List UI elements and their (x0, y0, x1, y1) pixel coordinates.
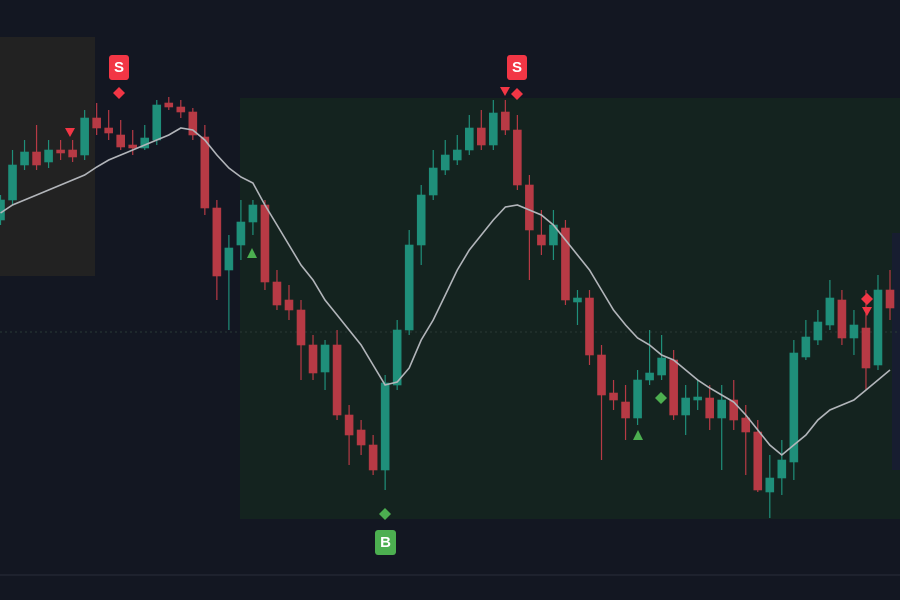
candle-body (753, 431, 763, 491)
candle-body (440, 154, 450, 171)
sell-diamond (113, 87, 125, 99)
candle-body (284, 299, 294, 311)
sell-badge (507, 55, 527, 80)
candle-body (597, 354, 606, 396)
candle-body (296, 309, 306, 346)
candle-body (501, 111, 510, 131)
candle-body (765, 477, 775, 493)
buy-diamond (655, 392, 667, 404)
candle-body (116, 134, 126, 148)
candle-body (645, 372, 654, 381)
candle-body (573, 297, 582, 303)
candle-body (68, 149, 77, 158)
candle-body (344, 414, 354, 436)
candle-body (200, 136, 210, 209)
candle-body (825, 297, 835, 326)
candle-body (717, 399, 727, 419)
sell-triangle (862, 307, 872, 316)
candle-body (489, 112, 498, 146)
sell-triangle (500, 87, 510, 96)
candle-body (368, 444, 378, 471)
candle-body (693, 396, 702, 401)
candle-body (356, 429, 366, 446)
candle-body (861, 327, 871, 369)
candle-body (609, 392, 618, 401)
candle-body (621, 401, 630, 419)
candle-body (8, 164, 17, 201)
candle-body (416, 194, 426, 246)
candle-body (308, 344, 318, 374)
candle-body (525, 184, 534, 231)
candle-body (741, 417, 751, 433)
candle-body (320, 344, 330, 373)
candle-body (392, 329, 402, 386)
candle-body (260, 204, 270, 283)
candle-body (789, 352, 799, 463)
candle-body (44, 149, 53, 163)
buy-diamond (379, 508, 391, 520)
candle-body (428, 167, 438, 196)
candle-body (669, 359, 678, 416)
candle-body (380, 382, 390, 471)
candle-body (513, 129, 522, 186)
candle-body (477, 127, 486, 146)
candle-body (32, 151, 41, 166)
candle-body (885, 289, 895, 309)
sell-diamond (511, 88, 523, 100)
zone-edge (892, 233, 900, 470)
buy-triangle (247, 248, 257, 258)
candle-body (332, 344, 342, 416)
candle-body (176, 106, 186, 113)
candle-body (729, 399, 739, 421)
candle-body (104, 127, 113, 134)
candle-body (873, 289, 883, 366)
buy-badge-text: B (380, 534, 391, 551)
candle-body (452, 149, 462, 161)
candle-body (236, 221, 246, 246)
sell-badge (109, 55, 129, 80)
buy-badge (375, 530, 396, 555)
candle-body (224, 247, 234, 271)
candle-body (188, 111, 198, 136)
candle-body (777, 459, 787, 479)
candle-body (80, 117, 89, 156)
candle-body (56, 149, 65, 154)
candle-body (464, 127, 474, 151)
candle-body (813, 321, 823, 341)
candle-body (657, 357, 666, 376)
candle-body (837, 299, 847, 339)
candle-body (404, 244, 414, 331)
sell-badge-text: S (512, 59, 522, 76)
buy-triangle (633, 430, 643, 440)
candle-body (705, 397, 714, 419)
zone-green (240, 98, 900, 519)
candle-body (633, 379, 642, 419)
sell-badge-text: S (114, 59, 124, 76)
candle-body (152, 104, 162, 141)
moving-average (0, 127, 891, 457)
candle-body (561, 227, 570, 301)
candle-body (537, 234, 546, 246)
candle-body (212, 207, 222, 277)
candle-body (272, 281, 282, 306)
sell-triangle (65, 128, 75, 137)
candle-body (20, 151, 29, 166)
candle-body (164, 102, 174, 108)
candle-body (681, 397, 690, 416)
candle-body (801, 336, 811, 358)
candle-body (849, 324, 859, 339)
plot (0, 97, 895, 518)
candle-body (585, 297, 594, 356)
signals: S S B (65, 55, 873, 555)
candle-body (128, 144, 138, 149)
candle-body (92, 117, 101, 129)
sell-diamond (861, 293, 873, 305)
candle-body (248, 204, 258, 223)
